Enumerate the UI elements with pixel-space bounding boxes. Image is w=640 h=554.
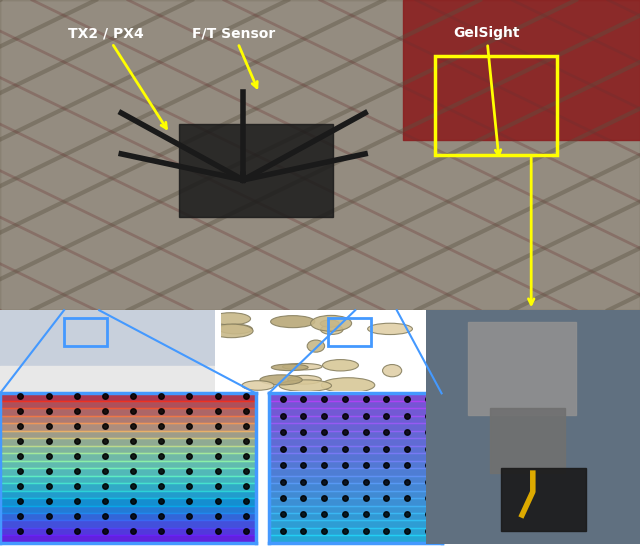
Ellipse shape xyxy=(320,320,339,327)
Polygon shape xyxy=(500,469,586,531)
Polygon shape xyxy=(490,408,565,473)
Ellipse shape xyxy=(271,364,308,371)
Ellipse shape xyxy=(383,365,402,377)
Ellipse shape xyxy=(310,315,351,331)
Ellipse shape xyxy=(210,324,253,338)
Text: F/T Sensor: F/T Sensor xyxy=(192,26,275,88)
Ellipse shape xyxy=(321,378,375,393)
Ellipse shape xyxy=(242,381,274,390)
Ellipse shape xyxy=(323,360,358,371)
Ellipse shape xyxy=(307,340,324,352)
Ellipse shape xyxy=(282,363,322,370)
Polygon shape xyxy=(179,124,333,217)
Text: GelSight: GelSight xyxy=(453,26,520,156)
Ellipse shape xyxy=(321,325,343,335)
Text: TX2 / PX4: TX2 / PX4 xyxy=(68,26,166,129)
Polygon shape xyxy=(468,322,576,415)
Ellipse shape xyxy=(271,316,315,327)
Ellipse shape xyxy=(367,323,412,335)
Ellipse shape xyxy=(260,375,302,385)
Ellipse shape xyxy=(211,312,250,325)
Ellipse shape xyxy=(219,324,252,334)
Ellipse shape xyxy=(288,375,321,384)
Ellipse shape xyxy=(279,380,332,392)
